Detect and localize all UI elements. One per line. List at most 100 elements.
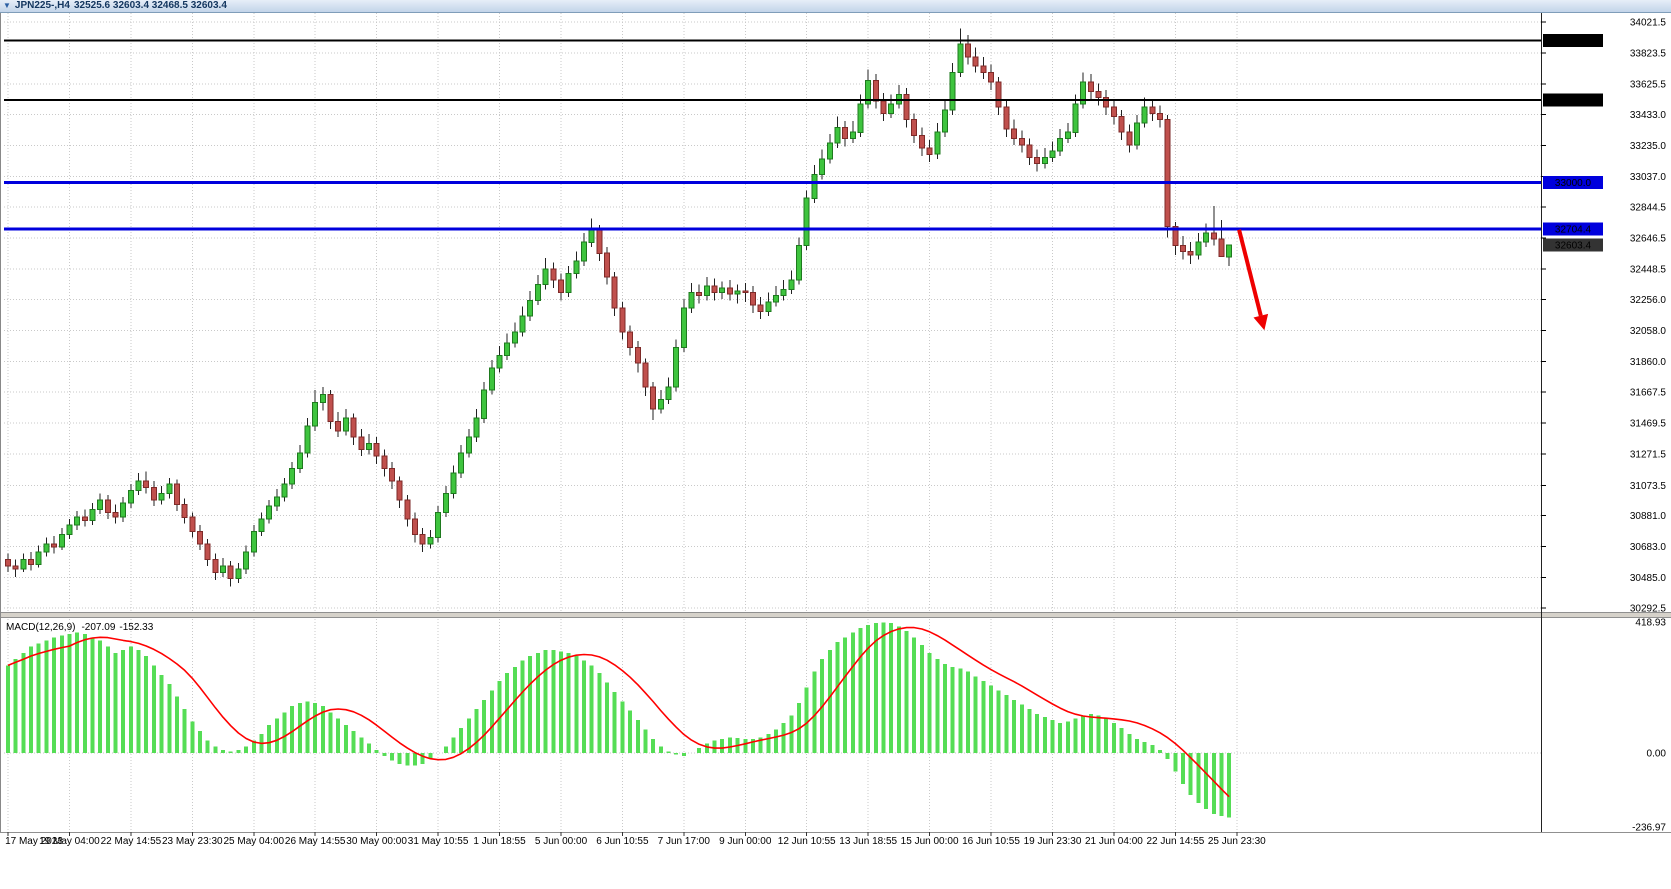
candle-body <box>965 43 971 58</box>
candle-body <box>43 543 50 553</box>
candle-body <box>1172 226 1179 246</box>
arrow-head[interactable] <box>1253 313 1269 331</box>
current-price-tag-label: 32603.4 <box>1555 240 1592 251</box>
candle-body <box>258 518 265 532</box>
candle-body <box>634 347 641 364</box>
candle-body <box>350 417 357 438</box>
price-tick-label: 32058.0 <box>1630 326 1667 337</box>
candle-body <box>949 72 956 111</box>
candle-body <box>465 436 472 454</box>
price-level-tag-label: 33000.0 <box>1555 178 1592 189</box>
candle-body <box>750 292 756 306</box>
candle-body <box>1034 156 1041 165</box>
price-tick-label: 33037.0 <box>1630 172 1667 183</box>
candle-body <box>189 516 196 532</box>
candle-body <box>558 279 564 294</box>
candle-body <box>204 543 211 561</box>
candle-body <box>504 342 511 356</box>
candle-body <box>1126 131 1133 146</box>
macd-tick-label: 0.00 <box>1647 748 1667 759</box>
symbol-dropdown-icon[interactable]: ▼ <box>3 1 11 10</box>
candle-body <box>66 524 73 535</box>
candle-body <box>304 425 311 454</box>
price-level-tag <box>1543 222 1603 236</box>
candle-body <box>611 276 618 309</box>
candle-body <box>1210 232 1217 240</box>
macd-tick-label: -236.97 <box>1632 823 1666 834</box>
candle-body <box>511 331 518 344</box>
candle-body <box>703 285 710 297</box>
candle-body <box>1087 81 1094 92</box>
candle-body <box>319 394 326 404</box>
candle-body <box>604 252 610 278</box>
candle-body <box>335 420 342 432</box>
candle-body <box>788 279 795 290</box>
candle-body <box>911 119 918 136</box>
pane-splitter[interactable] <box>0 612 1671 618</box>
candle-body <box>581 241 587 262</box>
candle-body <box>673 347 680 388</box>
candle-body <box>565 273 572 294</box>
candle-body <box>435 512 442 539</box>
candle-body <box>481 389 488 419</box>
candle-body <box>450 472 457 495</box>
candle-body <box>542 268 549 286</box>
candle-body <box>619 307 626 333</box>
candle-body <box>857 103 864 133</box>
time-axis-label: 6 Jun 10:55 <box>596 836 649 847</box>
price-tick-label: 30485.0 <box>1630 573 1667 584</box>
price-level-tag <box>1543 93 1603 107</box>
candle-body <box>412 518 418 535</box>
current-price-tag <box>1543 238 1603 252</box>
candle-body <box>235 568 242 579</box>
candle-body <box>51 543 58 548</box>
grid-layer <box>4 13 1541 832</box>
time-axis-label: 16 Jun 10:55 <box>962 836 1020 847</box>
price-tick-label: 32256.0 <box>1630 295 1667 306</box>
candle-body <box>742 290 749 294</box>
candle-body <box>550 268 557 281</box>
candle-body <box>1103 97 1110 108</box>
candle-body <box>988 72 994 83</box>
candle-body <box>1057 138 1064 152</box>
candle-body <box>1003 106 1010 130</box>
price-tick-label: 33433.0 <box>1630 110 1667 121</box>
arrow-shaft[interactable] <box>1237 229 1263 317</box>
candle-body <box>5 559 11 567</box>
candle-body <box>296 452 303 469</box>
time-axis-label: 19 Jun 23:30 <box>1024 836 1082 847</box>
candle-body <box>327 394 334 422</box>
time-axis-label: 5 Jun 00:00 <box>535 836 588 847</box>
candle-body <box>711 285 718 294</box>
chart-canvas[interactable]: 34021.5 33823.5 33625.5 33433.0 33235.0 33037… <box>0 13 1671 889</box>
price-tick-label: 32448.5 <box>1630 265 1667 276</box>
trend-arrow-annotation[interactable] <box>1237 229 1269 331</box>
time-axis-label: 7 Jun 17:00 <box>658 836 711 847</box>
candle-body <box>903 94 910 121</box>
candle-body <box>1164 119 1171 228</box>
candle-body <box>273 496 280 507</box>
candle-body <box>404 499 411 520</box>
macd-signal-line <box>7 626 1230 798</box>
price-tick-label: 34021.5 <box>1630 18 1667 29</box>
time-axis-label: 25 Jun 23:30 <box>1208 836 1266 847</box>
candle-body <box>665 386 672 400</box>
candle-body <box>888 103 895 114</box>
time-axis-label: 9 Jun 00:00 <box>719 836 772 847</box>
price-level-tag-label: 33905.1 <box>1555 36 1592 47</box>
time-axis-label: 21 Jun 04:00 <box>1085 836 1143 847</box>
candle-body <box>726 287 733 295</box>
candle-body <box>834 127 841 144</box>
candle-body <box>880 100 887 114</box>
candle-body <box>972 56 979 67</box>
candle-body <box>289 468 296 485</box>
candle-body <box>281 483 288 498</box>
candle-body <box>97 499 104 510</box>
candle-body <box>104 499 111 514</box>
price-tick-label: 32646.5 <box>1630 234 1667 245</box>
candle-body <box>849 131 856 139</box>
price-axis[interactable]: 34021.5 33823.5 33625.5 33433.0 33235.0 33037… <box>1541 18 1666 834</box>
time-axis-label: 1 Jun 18:55 <box>473 836 526 847</box>
